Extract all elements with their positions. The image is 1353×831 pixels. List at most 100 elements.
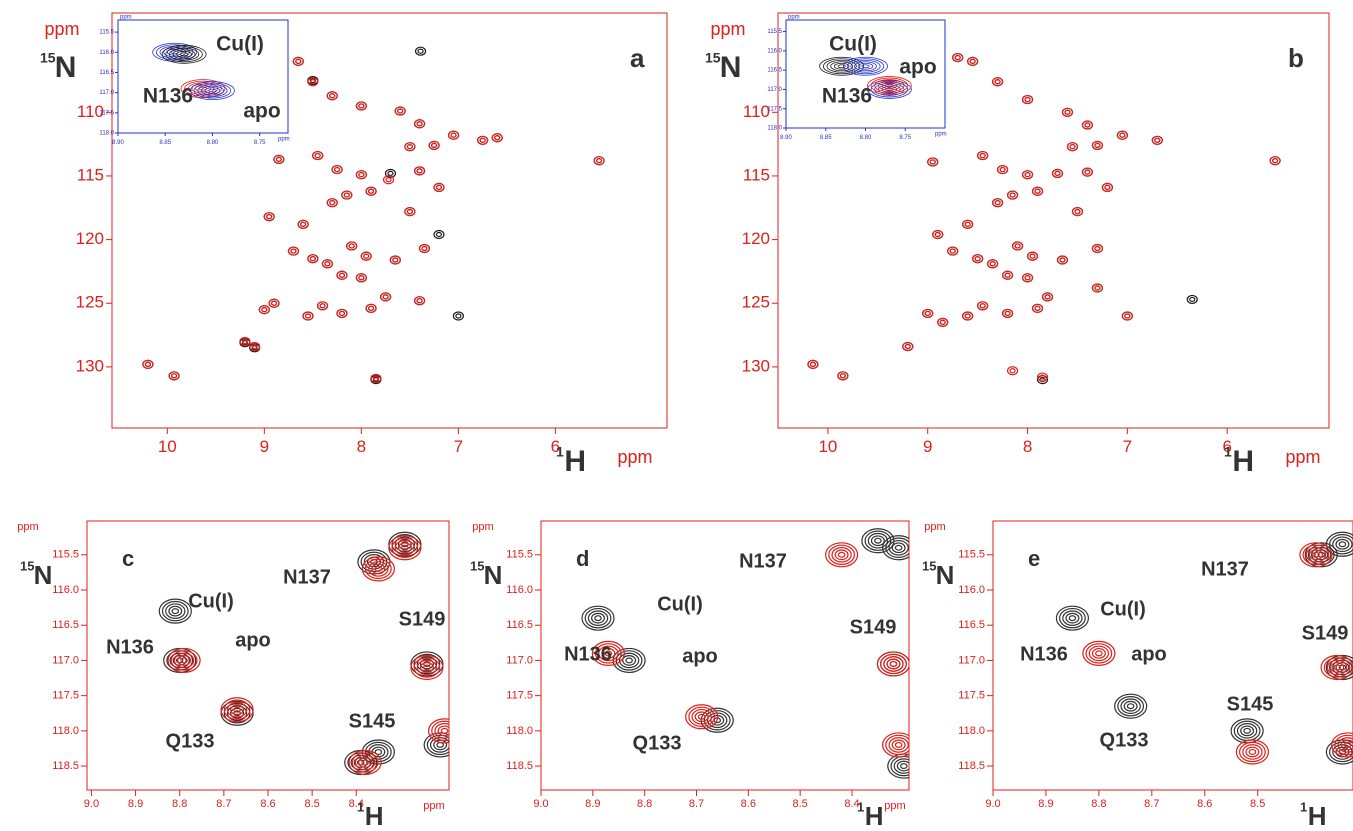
contour bbox=[897, 761, 910, 771]
contour bbox=[1060, 258, 1065, 262]
x-label-isotope: 1 bbox=[1300, 799, 1307, 814]
contour bbox=[296, 59, 301, 63]
peak bbox=[318, 302, 328, 310]
y-tick-label: 116.5 bbox=[767, 68, 782, 74]
peak bbox=[1117, 131, 1127, 139]
contour bbox=[327, 92, 337, 100]
y-tick-label: 116.5 bbox=[958, 619, 985, 631]
peak bbox=[337, 271, 347, 279]
x-label-isotope: 1 bbox=[556, 444, 564, 460]
contour bbox=[597, 159, 602, 163]
y-tick-label: 117.5 bbox=[506, 690, 533, 702]
peak-annotation: apo bbox=[243, 100, 280, 123]
contour bbox=[407, 145, 412, 149]
x-tick-label: 8.8 bbox=[1091, 798, 1106, 810]
peak bbox=[381, 293, 391, 301]
inset-x-unit: ppm bbox=[935, 132, 947, 138]
y-tick-label: 115 bbox=[743, 165, 770, 184]
peak bbox=[1056, 606, 1088, 630]
x-unit: ppm bbox=[1285, 447, 1320, 467]
contour bbox=[495, 136, 500, 140]
figure: 10987611011512012513015Nppm1Hppma8.908.8… bbox=[0, 0, 1353, 831]
y-tick-label: 118.0 bbox=[52, 725, 79, 737]
peak bbox=[356, 274, 366, 282]
contour bbox=[417, 122, 422, 126]
contour bbox=[276, 157, 281, 161]
contour bbox=[434, 740, 447, 750]
contour bbox=[892, 543, 905, 553]
peak bbox=[826, 543, 858, 567]
contour bbox=[1092, 141, 1102, 149]
contour bbox=[143, 360, 153, 368]
peak bbox=[390, 256, 400, 264]
y-label-isotope: 15 bbox=[20, 558, 34, 573]
contour bbox=[356, 102, 366, 110]
peak bbox=[298, 220, 308, 228]
peak bbox=[1028, 252, 1038, 260]
peak bbox=[337, 309, 347, 317]
contour bbox=[1013, 242, 1023, 250]
peak bbox=[434, 231, 444, 239]
contour bbox=[1117, 131, 1127, 139]
contour bbox=[418, 49, 423, 53]
contour bbox=[264, 213, 274, 221]
x-unit: ppm bbox=[884, 800, 905, 812]
contour bbox=[965, 222, 970, 226]
contour bbox=[1096, 651, 1102, 656]
peak bbox=[1115, 694, 1147, 718]
contour bbox=[1095, 247, 1100, 251]
peak bbox=[877, 652, 909, 676]
contour bbox=[965, 314, 970, 318]
peak bbox=[838, 372, 848, 380]
contour bbox=[988, 260, 998, 268]
peak-annotation: N136 bbox=[564, 643, 612, 665]
x-tick-label: 8.5 bbox=[1250, 798, 1265, 810]
y-tick-label: 116.5 bbox=[52, 619, 79, 631]
contour bbox=[980, 154, 985, 158]
peak-annotation: Cu(I) bbox=[188, 590, 234, 612]
contour bbox=[274, 155, 284, 163]
y-tick-label: 130 bbox=[76, 356, 104, 375]
y-tick-label: 116.5 bbox=[506, 619, 533, 631]
y-label: N bbox=[484, 560, 503, 590]
peak bbox=[1008, 191, 1018, 199]
contour bbox=[928, 158, 938, 166]
contour bbox=[1033, 187, 1043, 195]
peak bbox=[269, 299, 279, 307]
contour bbox=[1008, 191, 1018, 199]
peak bbox=[434, 183, 444, 191]
contour bbox=[840, 374, 845, 378]
contour bbox=[424, 733, 456, 757]
contour bbox=[344, 193, 349, 197]
contour bbox=[623, 656, 636, 666]
peak bbox=[1033, 187, 1043, 195]
peak bbox=[415, 120, 425, 128]
contour bbox=[993, 78, 1003, 86]
x-tick-label: 8.6 bbox=[260, 798, 275, 810]
peak bbox=[332, 166, 342, 174]
contour bbox=[1190, 297, 1195, 301]
peak-annotation: N137 bbox=[739, 550, 787, 572]
contour bbox=[159, 599, 191, 623]
contour bbox=[1236, 740, 1268, 764]
contour bbox=[1270, 157, 1280, 165]
contour bbox=[453, 312, 463, 320]
contour bbox=[838, 552, 844, 557]
contour bbox=[1067, 143, 1077, 151]
contour bbox=[405, 143, 415, 151]
peak bbox=[327, 92, 337, 100]
peak bbox=[1083, 641, 1115, 665]
contour bbox=[995, 80, 1000, 84]
peak bbox=[274, 155, 284, 163]
contour bbox=[1030, 254, 1035, 258]
x-tick-label: 8.80 bbox=[207, 140, 219, 146]
contour bbox=[1052, 169, 1062, 177]
contour bbox=[1127, 704, 1133, 709]
x-label: H bbox=[564, 445, 586, 478]
contour bbox=[395, 107, 405, 115]
peak bbox=[259, 306, 269, 314]
peak bbox=[1102, 183, 1112, 191]
peak-annotation: Cu(I) bbox=[657, 593, 703, 615]
contour bbox=[1028, 252, 1038, 260]
contour bbox=[369, 306, 374, 310]
